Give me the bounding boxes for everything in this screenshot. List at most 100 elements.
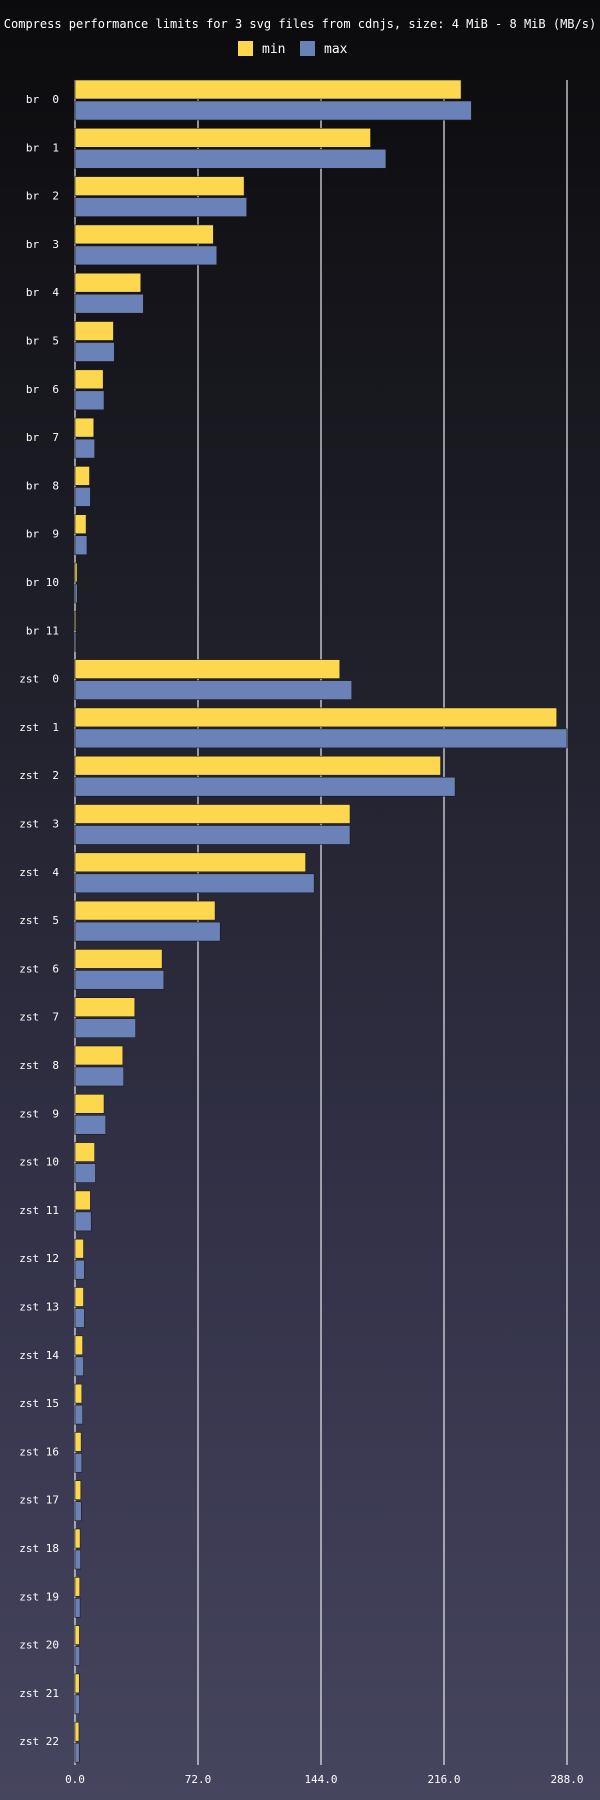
category-label: br 11: [26, 624, 59, 637]
bar-max: [74, 342, 115, 362]
category-label: br 8: [26, 479, 59, 492]
bar-max: [74, 149, 387, 169]
category-label: zst 14: [19, 1349, 59, 1362]
bar-min: [74, 417, 95, 438]
bar-min: [74, 949, 163, 969]
bar-max: [74, 631, 77, 652]
bar-max: [74, 1404, 83, 1425]
category-label: zst 9: [19, 1107, 59, 1120]
bar-min: [74, 1335, 83, 1356]
category-label: zst 7: [19, 1011, 59, 1024]
bar-min: [74, 176, 245, 196]
bar-min: [74, 321, 114, 341]
x-tick-label: 0.0: [65, 1773, 85, 1786]
bar-max: [74, 583, 78, 604]
bar-min: [74, 1673, 80, 1694]
bar-min: [74, 1528, 81, 1549]
bar-max: [74, 1259, 85, 1280]
bar-min: [74, 79, 462, 100]
bar-min: [74, 900, 216, 921]
bar-max: [74, 1742, 80, 1763]
legend: min max: [238, 41, 348, 57]
bar-max: [74, 197, 247, 217]
bar-max: [74, 1163, 96, 1183]
category-label: zst 8: [19, 1059, 59, 1072]
bar-min: [74, 997, 136, 1018]
category-label: br 2: [26, 190, 59, 203]
bar-max: [74, 1549, 81, 1570]
category-label: zst 4: [19, 866, 59, 879]
bar-max: [74, 245, 218, 266]
bar-min: [74, 1721, 80, 1742]
x-tick-labels: 0.0 72.0 144.0 216.0 288.0: [65, 1773, 584, 1786]
bar-min: [74, 1094, 105, 1114]
bar-min: [74, 1238, 84, 1259]
category-label: zst 16: [19, 1445, 59, 1458]
category-label: zst 3: [19, 818, 59, 831]
category-label: br 4: [26, 286, 59, 299]
bar-min: [74, 1480, 82, 1500]
category-label: zst 1: [19, 721, 59, 734]
bar-max: [74, 390, 105, 411]
category-label: br 10: [26, 576, 59, 589]
category-label: zst 19: [19, 1590, 59, 1603]
bar-max: [74, 1694, 80, 1715]
category-label: zst 15: [19, 1397, 59, 1410]
category-label: br 6: [26, 383, 59, 396]
bar-min: [74, 128, 371, 148]
bar-min: [74, 659, 341, 679]
category-label: zst 12: [19, 1252, 59, 1265]
bar-max: [74, 438, 95, 459]
category-label: zst 20: [19, 1639, 59, 1652]
bar-min: [74, 224, 214, 245]
bar-max: [74, 1308, 85, 1328]
x-tick-label: 216.0: [427, 1773, 460, 1786]
bar-max: [74, 1115, 107, 1135]
bar-max: [74, 1501, 82, 1521]
bar-min: [74, 466, 90, 486]
category-label: zst 11: [19, 1204, 59, 1217]
category-label: zst 6: [19, 962, 59, 975]
bar-min: [74, 514, 87, 535]
x-tick-label: 144.0: [304, 1773, 337, 1786]
category-label: zst 17: [19, 1494, 59, 1507]
bar-min: [74, 755, 441, 776]
bar-max: [74, 680, 353, 700]
bar-min: [74, 1142, 95, 1162]
legend-max-swatch: [300, 41, 315, 56]
bar-max: [74, 1453, 83, 1473]
category-label: zst 13: [19, 1301, 59, 1314]
category-label: zst 21: [19, 1687, 59, 1700]
bar-min: [74, 272, 142, 293]
bar-min: [74, 1190, 91, 1211]
bar-min: [74, 1577, 81, 1597]
bar-max: [74, 1356, 84, 1377]
bar-min: [74, 1432, 82, 1452]
bar-max: [74, 825, 351, 845]
category-label: br 5: [26, 335, 59, 348]
category-label: br 7: [26, 431, 59, 444]
bar-max: [74, 1646, 81, 1666]
legend-max-label: max: [324, 42, 348, 57]
bar-max: [74, 1066, 124, 1087]
bar-max: [74, 293, 144, 314]
bar-max: [74, 873, 315, 894]
bar-max: [74, 970, 165, 990]
bar-min: [74, 1625, 80, 1645]
bar-min: [74, 369, 104, 390]
bar-min: [74, 852, 306, 873]
category-label: br 9: [26, 528, 59, 541]
bar-max: [74, 1211, 92, 1232]
x-tick-label: 72.0: [185, 1773, 212, 1786]
bar-max: [74, 1018, 136, 1039]
category-labels: br 0 br 1 br 2 br 3 br 4 br 5 br 6 br 7 br 8 br 9…: [19, 93, 59, 1748]
category-label: zst 22: [19, 1735, 59, 1748]
bars: [74, 79, 568, 1763]
chart-title: Compress performance limits for 3 svg fi…: [4, 17, 596, 31]
category-label: zst 2: [19, 769, 59, 782]
x-tick-label: 288.0: [550, 1773, 583, 1786]
bar-min: [74, 804, 351, 824]
bar-max: [74, 921, 221, 942]
category-label: br 3: [26, 238, 59, 251]
bar-min: [74, 562, 78, 583]
